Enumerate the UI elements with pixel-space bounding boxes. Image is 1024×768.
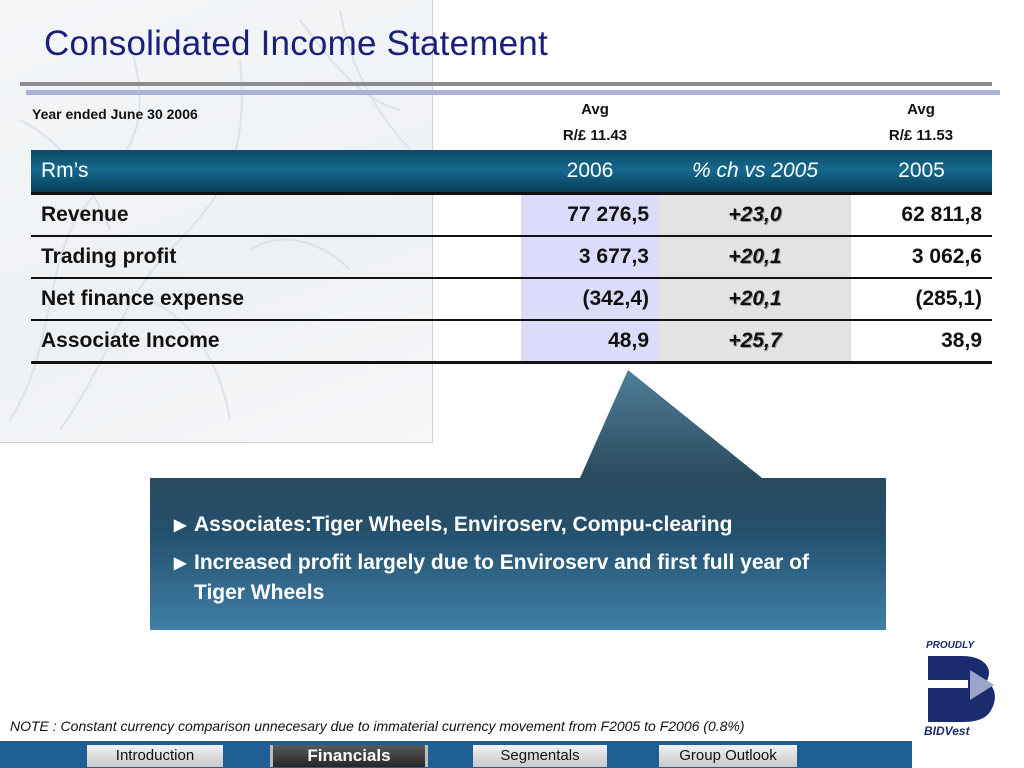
title-divider-shadow bbox=[26, 90, 1000, 95]
nav-tab-financials[interactable]: Financials bbox=[270, 745, 428, 767]
row-label: Associate Income bbox=[31, 320, 521, 364]
cell-2006: 48,9 bbox=[521, 320, 659, 364]
nav-tab-group-outlook[interactable]: Group Outlook bbox=[659, 745, 797, 767]
cell-2005: 62 811,8 bbox=[851, 193, 992, 237]
column-header-pct-change: % ch vs 2005 bbox=[659, 150, 851, 195]
callout-bullet-text: Increased profit largely due to Envirose… bbox=[194, 551, 809, 604]
cell-pct-change: +23,0 bbox=[659, 193, 851, 237]
cell-pct-change: +25,7 bbox=[659, 320, 851, 364]
avg-rate-2005-label: Avg bbox=[907, 101, 935, 118]
pct-value: +20,1 bbox=[728, 287, 782, 310]
table-row: Revenue 77 276,5 +23,0 62 811,8 bbox=[31, 193, 992, 237]
callout-bullet: ▶ Increased profit largely due to Enviro… bbox=[172, 548, 862, 608]
pct-value: +20,1 bbox=[728, 245, 782, 268]
table-row: Net finance expense (342,4) +20,1 (285,1… bbox=[31, 278, 992, 321]
callout-bullet: ▶ Associates:Tiger Wheels, Enviroserv, C… bbox=[172, 510, 862, 540]
pct-value: +23,0 bbox=[728, 203, 782, 226]
cell-2006: 77 276,5 bbox=[521, 193, 659, 237]
cell-2006: (342,4) bbox=[521, 278, 659, 321]
triangle-bullet-icon: ▶ bbox=[174, 517, 187, 534]
avg-rate-2006-value: R/£ 11.43 bbox=[562, 127, 628, 144]
column-header-2005: 2005 bbox=[851, 150, 992, 195]
income-statement-table: Rm’s 2006 % ch vs 2005 2005 Revenue 77 2… bbox=[31, 150, 992, 364]
row-label: Net finance expense bbox=[31, 278, 521, 321]
cell-2006: 3 677,3 bbox=[521, 236, 659, 279]
logo-bottom-text: BIDVest bbox=[924, 724, 970, 738]
footnote: NOTE : Constant currency comparison unne… bbox=[10, 718, 745, 734]
cell-pct-change: +20,1 bbox=[659, 278, 851, 321]
nav-tab-introduction[interactable]: Introduction bbox=[87, 745, 223, 767]
cell-2005: 3 062,6 bbox=[851, 236, 992, 279]
section-nav-bar: Introduction Financials Segmentals Group… bbox=[0, 741, 912, 768]
avg-rate-2006-label: Avg bbox=[581, 101, 609, 118]
column-header-2006: 2006 bbox=[521, 150, 659, 195]
year-label: Year ended June 30 2006 bbox=[32, 106, 198, 122]
pct-value: +25,7 bbox=[728, 329, 782, 352]
page-title: Consolidated Income Statement bbox=[44, 24, 548, 63]
row-label: Trading profit bbox=[31, 236, 521, 279]
cell-2005: (285,1) bbox=[851, 278, 992, 321]
table-row: Associate Income 48,9 +25,7 38,9 bbox=[31, 320, 992, 364]
logo-b-mark-icon bbox=[928, 656, 995, 722]
avg-rate-2006: Avg R/£ 11.43 bbox=[535, 101, 655, 144]
column-header-rms: Rm’s bbox=[31, 150, 521, 195]
table-row: Trading profit 3 677,3 +20,1 3 062,6 bbox=[31, 236, 992, 279]
callout-bullet-text: Associates:Tiger Wheels, Enviroserv, Com… bbox=[194, 513, 733, 536]
callout-box bbox=[150, 478, 886, 630]
avg-rate-2005-value: R/£ 11.53 bbox=[888, 127, 954, 144]
callout-pointer bbox=[580, 370, 762, 478]
avg-rate-2005: Avg R/£ 11.53 bbox=[861, 101, 981, 144]
nav-tab-segmentals[interactable]: Segmentals bbox=[473, 745, 607, 767]
logo-top-text: PROUDLY bbox=[926, 640, 975, 651]
cell-2005: 38,9 bbox=[851, 320, 992, 364]
callout-text: ▶ Associates:Tiger Wheels, Enviroserv, C… bbox=[150, 478, 886, 630]
cell-pct-change: +20,1 bbox=[659, 236, 851, 279]
bidvest-logo: PROUDLY BIDVest bbox=[922, 640, 1002, 740]
row-label: Revenue bbox=[31, 193, 521, 237]
title-divider bbox=[20, 82, 992, 86]
triangle-bullet-icon: ▶ bbox=[174, 555, 187, 572]
table-header-row: Rm’s 2006 % ch vs 2005 2005 bbox=[31, 150, 992, 195]
